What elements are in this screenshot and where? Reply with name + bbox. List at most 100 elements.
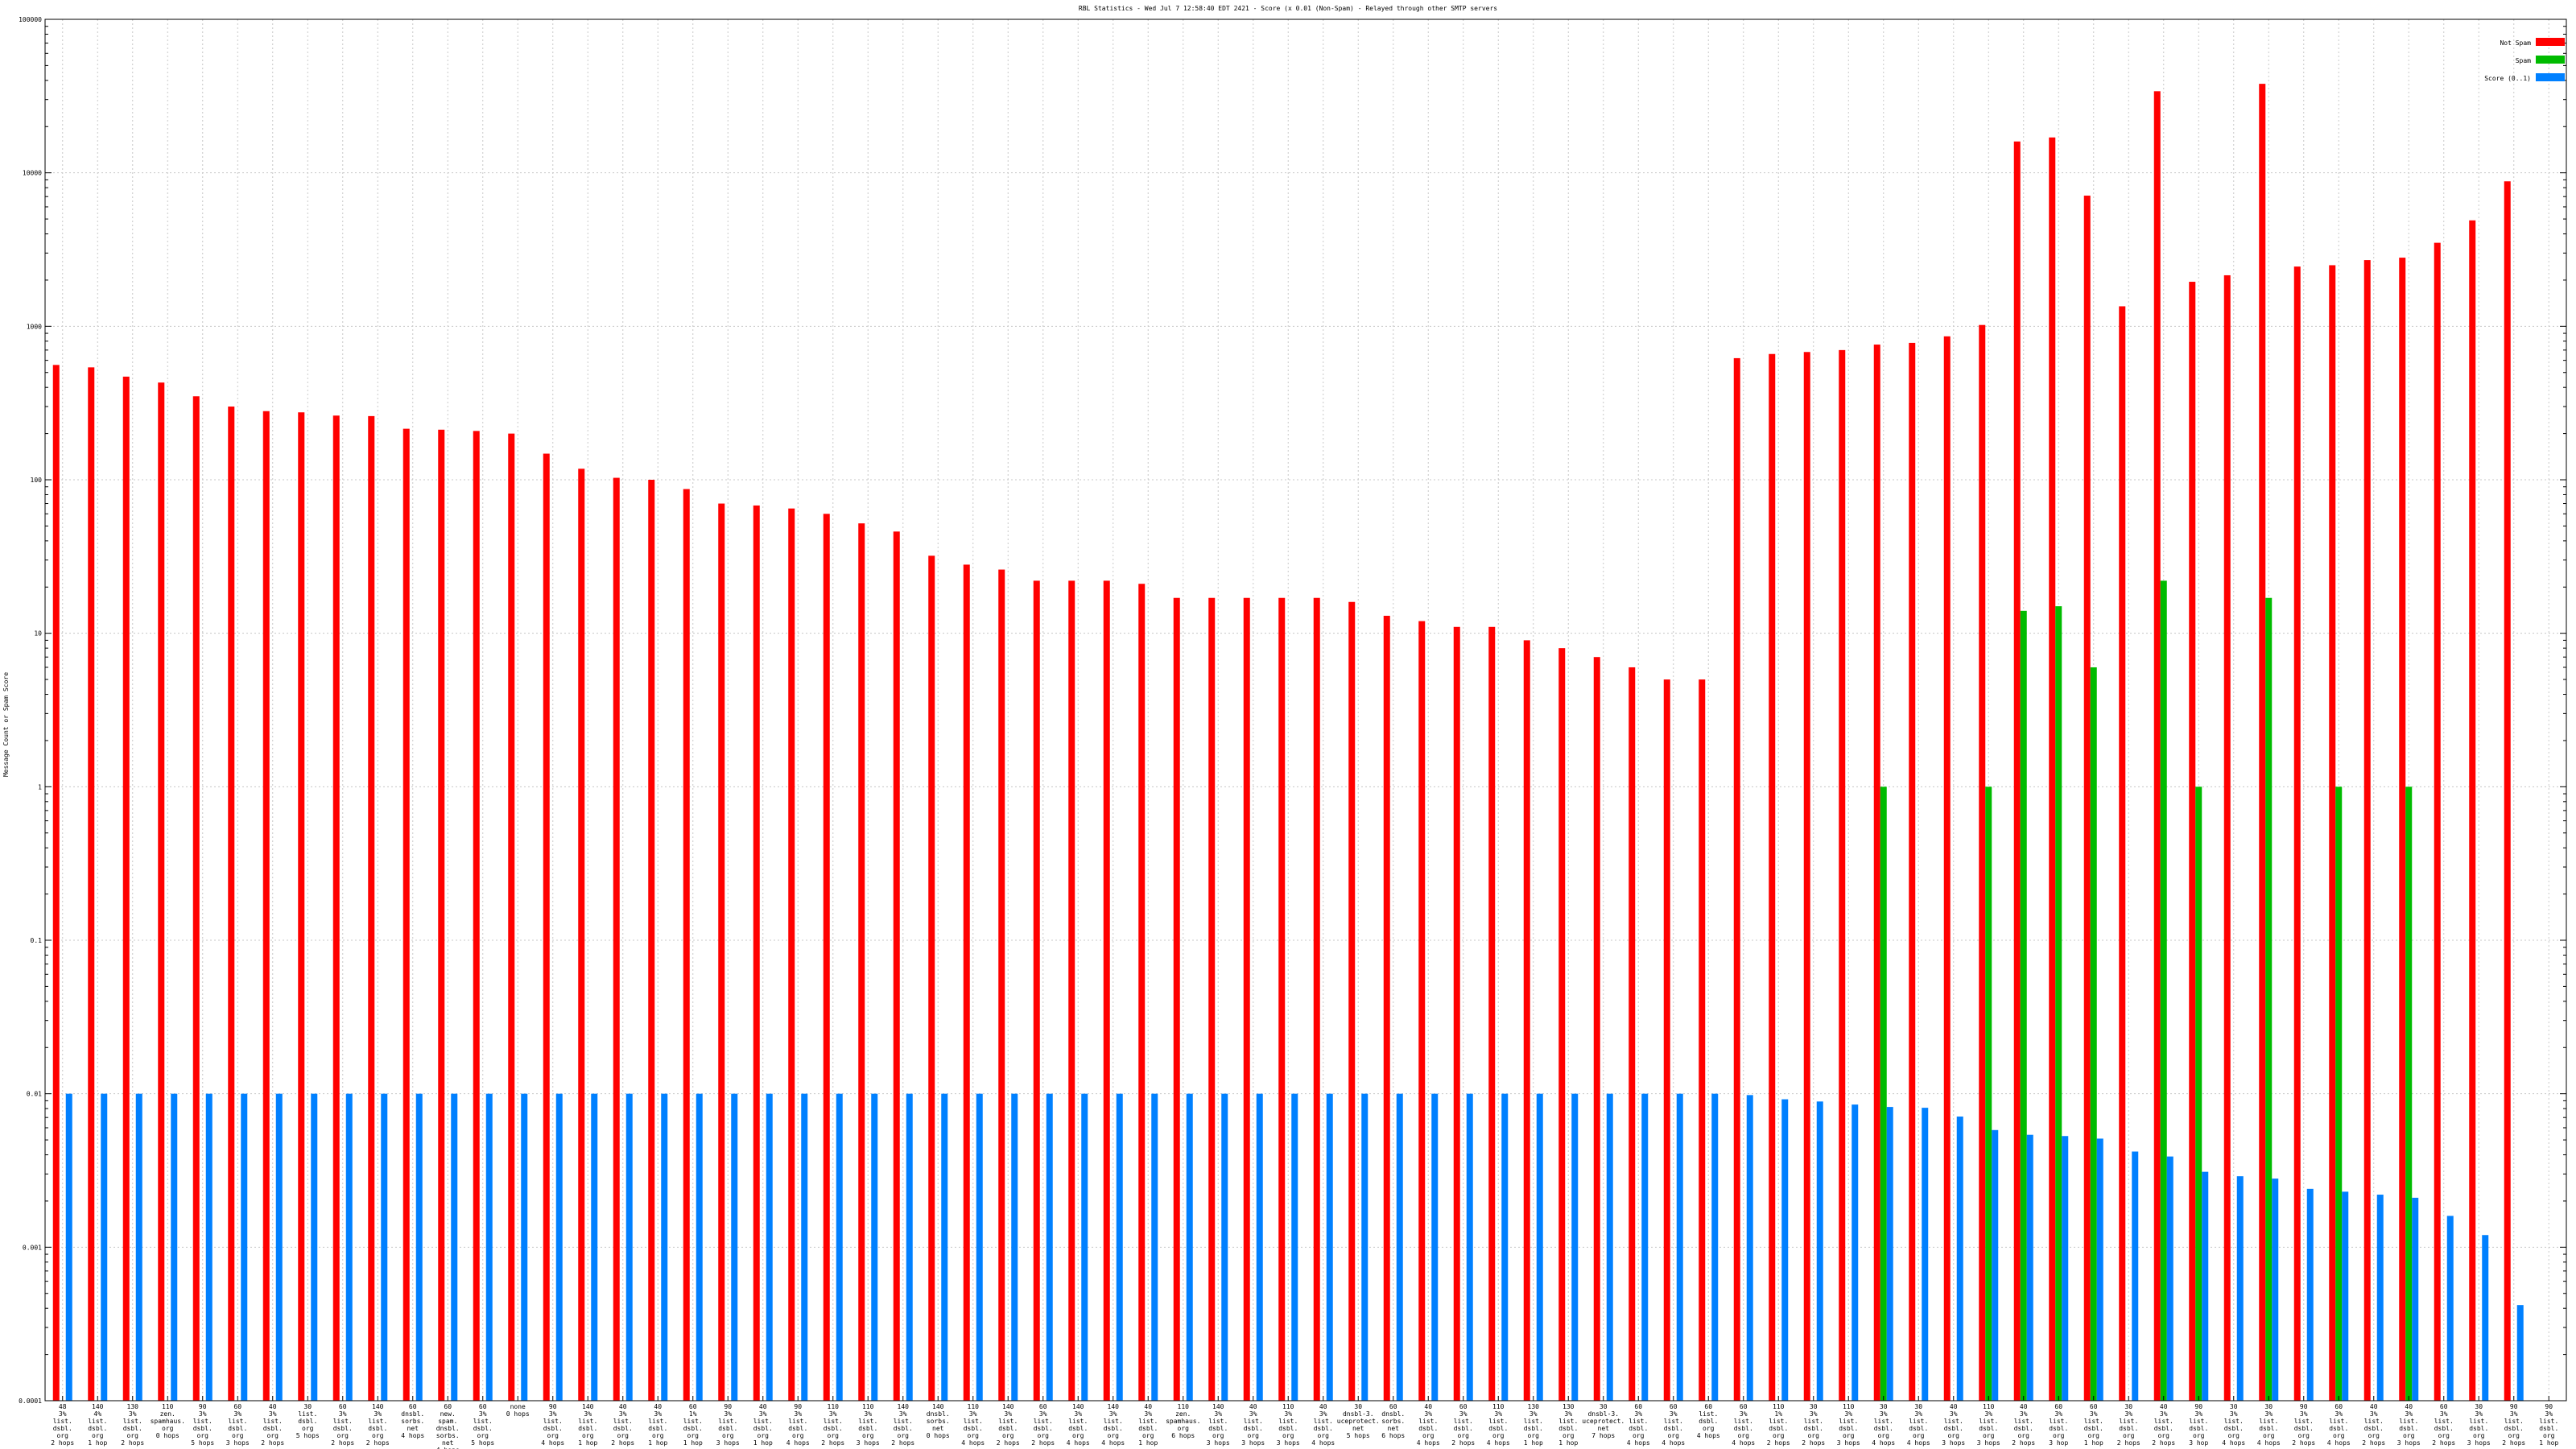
bar-not-spam: [2049, 137, 2056, 1401]
bar-not-spam: [1699, 679, 1706, 1401]
y-tick-label: 10: [34, 630, 42, 638]
bar-score: [2132, 1151, 2139, 1401]
bar-not-spam: [1523, 640, 1530, 1401]
bar-spam: [2020, 610, 2027, 1401]
x-category-label: 60 3% list. dsbl. org 4 hops: [1627, 1403, 1650, 1447]
x-category-label: 110 zen. spamhaus. org 0 hops: [151, 1403, 185, 1439]
bar-score: [976, 1093, 983, 1401]
x-category-label: 30 3% list. dsbl. org 4 hops: [2222, 1403, 2245, 1447]
x-category-label: 30 3% list. dsbl. org 4 hops: [1907, 1403, 1930, 1447]
bar-not-spam: [122, 376, 130, 1402]
bar-not-spam: [1839, 349, 1846, 1402]
bar-not-spam: [52, 365, 60, 1402]
bar-not-spam: [368, 415, 375, 1401]
bar-score: [205, 1093, 213, 1401]
bar-score: [2376, 1195, 2384, 1401]
bar-not-spam: [1593, 657, 1600, 1401]
x-category-label: 130 3% list. dsbl. org 2 hops: [121, 1403, 144, 1447]
x-category-label: 60 3% list. dsbl. org 2 hops: [2432, 1403, 2455, 1447]
x-category-label: 40 3% list. dsbl. org 2 hops: [261, 1403, 284, 1447]
bar-spam: [2195, 786, 2202, 1401]
bar-score: [2516, 1305, 2524, 1401]
x-category-label: 40 3% list. dsbl. org 3 hops: [1942, 1403, 1965, 1447]
x-category-label: 140 3% list. dsbl. org 2 hops: [891, 1403, 914, 1447]
bar-score: [1886, 1107, 1893, 1401]
y-tick-label: 100000: [19, 16, 42, 23]
bar-score: [731, 1093, 738, 1401]
bar-score: [906, 1093, 913, 1401]
bar-score: [2412, 1197, 2419, 1401]
bar-not-spam: [683, 489, 690, 1401]
x-category-label: 90 3% list. dsbl. org 3 hops: [716, 1403, 740, 1447]
bar-score: [1291, 1093, 1298, 1401]
x-category-label: 40 3% list. dsbl. org 4 hops: [1417, 1403, 1440, 1447]
x-category-label: 60 3% list. dsbl. org 4 hops: [1732, 1403, 1755, 1447]
x-category-label: 40 3% list. dsbl. org 4 hops: [1311, 1403, 1335, 1447]
x-category-label: 110 3% list. dsbl. org 3 hops: [1977, 1403, 2000, 1447]
bar-score: [65, 1093, 72, 1401]
bar-score: [241, 1093, 248, 1401]
bar-score: [1466, 1093, 1473, 1401]
bar-score: [2236, 1176, 2244, 1401]
bar-not-spam: [823, 514, 830, 1402]
bar-score: [135, 1093, 142, 1401]
bar-score: [485, 1093, 493, 1401]
legend-swatch: [2536, 38, 2565, 46]
bar-spam: [2405, 786, 2413, 1401]
axes: [44, 19, 2567, 1402]
y-tick-label: 0.1: [31, 937, 43, 944]
bar-not-spam: [2013, 141, 2021, 1401]
x-category-label: 110 3% list. dsbl. org 4 hops: [1487, 1403, 1510, 1447]
bar-score: [1816, 1101, 1823, 1401]
x-category-label: 30 3% list. dsbl. org 4 hops: [1872, 1403, 1895, 1447]
bar-not-spam: [2223, 275, 2231, 1402]
bar-not-spam: [438, 429, 445, 1402]
bar-not-spam: [2399, 258, 2406, 1401]
bar-score: [2166, 1156, 2174, 1401]
legend-label: Not Spam: [2500, 39, 2531, 47]
bar-not-spam: [998, 569, 1005, 1401]
bar-score: [1536, 1093, 1543, 1401]
bar-not-spam: [1138, 584, 1146, 1401]
bar-not-spam: [1803, 352, 1810, 1401]
bar-not-spam: [2329, 265, 2336, 1401]
bar-not-spam: [788, 508, 795, 1402]
y-tick-label: 1: [38, 783, 42, 791]
x-category-label: 60 3% list. dsbl. org 2 hops: [1451, 1403, 1475, 1447]
x-category-label: 60 3% list. dsbl. org 1 hop: [2084, 1403, 2103, 1447]
x-category-label: 60 3% list. dsbl. org 4 hops: [1662, 1403, 1685, 1447]
x-category-label: 40 3% list. dsbl. org 3 hops: [2397, 1403, 2421, 1447]
bar-not-spam: [1313, 597, 1320, 1401]
x-category-label: 60 list. dsbl. org 4 hops: [1697, 1403, 1720, 1439]
bar-not-spam: [648, 480, 655, 1401]
bar-not-spam: [1103, 580, 1110, 1401]
x-category-label: 140 3% list. dsbl. org 3 hops: [1207, 1403, 1230, 1447]
bar-score: [1326, 1093, 1333, 1401]
bar-score: [766, 1093, 773, 1401]
y-tick-label: 100: [31, 477, 43, 484]
bar-not-spam: [753, 505, 760, 1401]
x-category-label: 90 3% list. dsbl. org 4 hops: [786, 1403, 810, 1447]
bar-score: [1501, 1093, 1509, 1401]
bar-score: [941, 1093, 948, 1401]
x-category-label: 40 3% list. dsbl. org 1 hop: [753, 1403, 773, 1447]
x-category-label: 90 3% list. dsbl. org 2 hops: [2502, 1403, 2525, 1447]
bar-not-spam: [893, 531, 900, 1402]
bar-spam: [1880, 786, 1887, 1401]
bar-not-spam: [2259, 84, 2266, 1402]
x-category-label: 140 3% list. dsbl. org 4 hops: [1067, 1403, 1090, 1447]
bar-not-spam: [1769, 353, 1776, 1402]
bar-not-spam: [963, 564, 970, 1402]
bar-score: [2482, 1235, 2489, 1401]
x-category-label: 60 3% list. dsbl. org 2 hops: [1031, 1403, 1055, 1447]
bar-score: [1781, 1099, 1789, 1401]
y-tick-label: 0.0001: [19, 1397, 42, 1405]
x-category-label: 30 3% list. dsbl. org 2 hops: [1802, 1403, 1825, 1447]
bar-not-spam: [1663, 679, 1670, 1401]
bar-spam: [2055, 606, 2062, 1401]
bar-not-spam: [1068, 580, 1075, 1401]
bar-not-spam: [613, 477, 620, 1401]
bar-score: [836, 1093, 843, 1401]
legend: Not Spam Spam Score (0..1): [2484, 38, 2565, 82]
